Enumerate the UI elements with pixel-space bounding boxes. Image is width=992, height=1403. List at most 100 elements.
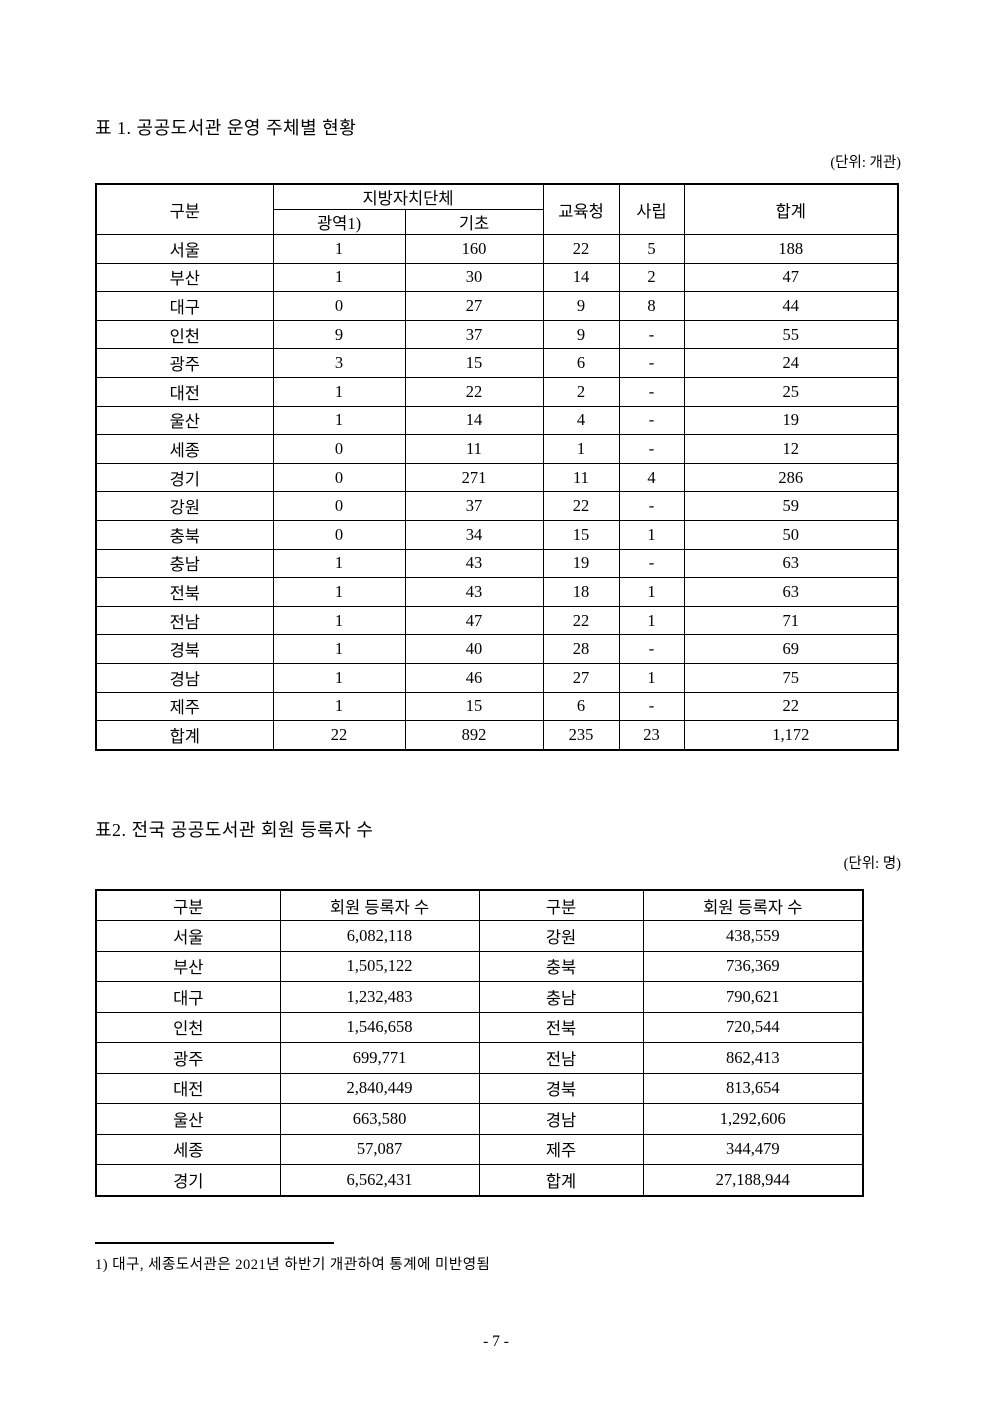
table-cell: 22 xyxy=(542,491,620,521)
table-row: 광주 3 15 6-24 xyxy=(95,348,899,378)
table-row: 대구 1,232,483 충남 790,621 xyxy=(95,981,864,1013)
table2-body: 서울 6,082,118 강원 438,559 부산 1,505,122 충북 736,369… xyxy=(95,920,864,1196)
table1-header-private: 사립 xyxy=(618,183,685,235)
table-cell: - xyxy=(618,434,685,464)
table-cell: 37 xyxy=(404,319,544,350)
table-cell: 전북 xyxy=(95,577,274,607)
table-cell: 63 xyxy=(683,577,899,607)
table-cell: 경남 xyxy=(95,662,274,693)
table-cell: 광주 xyxy=(95,348,274,378)
table-row: 세종 0 11 1-12 xyxy=(95,434,899,464)
table1-body: 서울 1 160 22 5 188 부산 1 30 14 2 47 대구 0 27 9 8 44 인천 9 37 9-55… xyxy=(95,234,899,751)
table-cell: 1 xyxy=(272,376,406,407)
table-cell: 27,188,944 xyxy=(642,1164,864,1196)
table-row: 대구 0 27 9 8 44 xyxy=(95,291,899,321)
table-row: 구분 지방자치단체 교육청 사립 합계 xyxy=(95,183,899,235)
table-row: 부산 1 30 14 2 47 xyxy=(95,262,899,293)
table-cell: 892 xyxy=(404,720,544,751)
table-cell: 0 xyxy=(272,462,406,493)
table-row: 인천 1,546,658 전북 720,544 xyxy=(95,1011,864,1043)
table-cell: 6,562,431 xyxy=(279,1164,480,1196)
table-cell: 27 xyxy=(542,662,620,693)
table-cell: 경기 xyxy=(95,462,274,493)
table-cell: 4 xyxy=(618,462,685,493)
table-cell: 대전 xyxy=(95,376,274,407)
table-cell: 서울 xyxy=(95,920,281,952)
table-cell: 2,840,449 xyxy=(279,1072,480,1104)
table-cell: - xyxy=(618,405,685,436)
table-row: 전남 1 47 22 1 71 xyxy=(95,605,899,636)
table-cell: 160 xyxy=(404,234,544,264)
table-cell: 30 xyxy=(404,262,544,293)
table1-header-gwangyeok: 광역1) xyxy=(272,209,406,235)
table-cell: 대구 xyxy=(95,291,274,321)
table-cell: 울산 xyxy=(95,405,274,436)
table-cell: 14 xyxy=(404,405,544,436)
table-cell: 9 xyxy=(542,319,620,350)
table-cell: 4 xyxy=(542,405,620,436)
table-cell: 22 xyxy=(272,720,406,751)
table-header-cell: 구분 xyxy=(95,889,281,921)
footnote-separator-rule xyxy=(95,1242,334,1244)
table-cell: 1 xyxy=(272,691,406,722)
table-cell: 대구 xyxy=(95,981,281,1013)
table-row: 울산 1 14 4-19 xyxy=(95,405,899,436)
table-cell: 699,771 xyxy=(279,1042,480,1074)
table-row: 제주 1 15 6-22 xyxy=(95,691,899,722)
table-cell: 23 xyxy=(618,720,685,751)
table-cell: 44 xyxy=(683,291,899,321)
table1-header-education-office: 교육청 xyxy=(542,183,620,235)
table-row: 부산 1,505,122 충북 736,369 xyxy=(95,950,864,982)
table1-title: 표 1. 공공도서관 운영 주체별 현황 xyxy=(95,118,357,138)
table-cell: 69 xyxy=(683,634,899,664)
table-cell: 188 xyxy=(683,234,899,264)
table-row: 울산 663,580 경남 1,292,606 xyxy=(95,1103,864,1135)
table2-unit-label: (단위: 명) xyxy=(843,856,901,872)
table-row: 광역1) 기초 xyxy=(96,209,898,235)
table-cell: 19 xyxy=(542,548,620,579)
table-cell: 25 xyxy=(683,376,899,407)
table-row: 서울 6,082,118 강원 438,559 xyxy=(95,920,864,952)
table-cell: 15 xyxy=(404,348,544,378)
table-cell: 286 xyxy=(683,462,899,493)
table-cell: - xyxy=(618,691,685,722)
table-cell: 46 xyxy=(404,662,544,693)
table-cell: 울산 xyxy=(95,1103,281,1135)
table-cell: 세종 xyxy=(95,434,274,464)
table-cell: 1 xyxy=(272,605,406,636)
table-cell: 344,479 xyxy=(642,1133,864,1165)
table-cell: 6 xyxy=(542,691,620,722)
table-cell: 55 xyxy=(683,319,899,350)
table-cell: 1,292,606 xyxy=(642,1103,864,1135)
table-cell: 세종 xyxy=(95,1133,281,1165)
table-row: 대전 2,840,449 경북 813,654 xyxy=(95,1072,864,1104)
table-cell: - xyxy=(618,548,685,579)
table-cell: 대전 xyxy=(95,1072,281,1104)
table-cell: 경북 xyxy=(478,1072,644,1104)
table-cell: 71 xyxy=(683,605,899,636)
table-cell: 서울 xyxy=(95,234,274,264)
table-cell: 1 xyxy=(272,634,406,664)
table-cell: 합계 xyxy=(95,720,274,751)
table-cell: 22 xyxy=(542,605,620,636)
table-cell: 제주 xyxy=(478,1133,644,1165)
table-cell: - xyxy=(618,376,685,407)
table-cell: 충북 xyxy=(95,519,274,550)
table-header-cell: 회원 등록자 수 xyxy=(642,889,864,921)
table-cell: 1 xyxy=(618,577,685,607)
table-cell: 18 xyxy=(542,577,620,607)
table-row: 인천 9 37 9-55 xyxy=(95,319,899,350)
table-cell: 9 xyxy=(542,291,620,321)
table1-header-gicho: 기초 xyxy=(404,209,544,235)
table-cell: 충남 xyxy=(95,548,274,579)
table-cell: 충남 xyxy=(478,981,644,1013)
table-cell: 1 xyxy=(618,662,685,693)
table-cell: 1,505,122 xyxy=(279,950,480,982)
table-row: 경남 1 46 27 1 75 xyxy=(95,662,899,693)
table-cell: 813,654 xyxy=(642,1072,864,1104)
table-cell: 50 xyxy=(683,519,899,550)
table-cell: 1,546,658 xyxy=(279,1011,480,1043)
gwangyeok-label: 광역 xyxy=(316,214,348,233)
table-cell: 경북 xyxy=(95,634,274,664)
